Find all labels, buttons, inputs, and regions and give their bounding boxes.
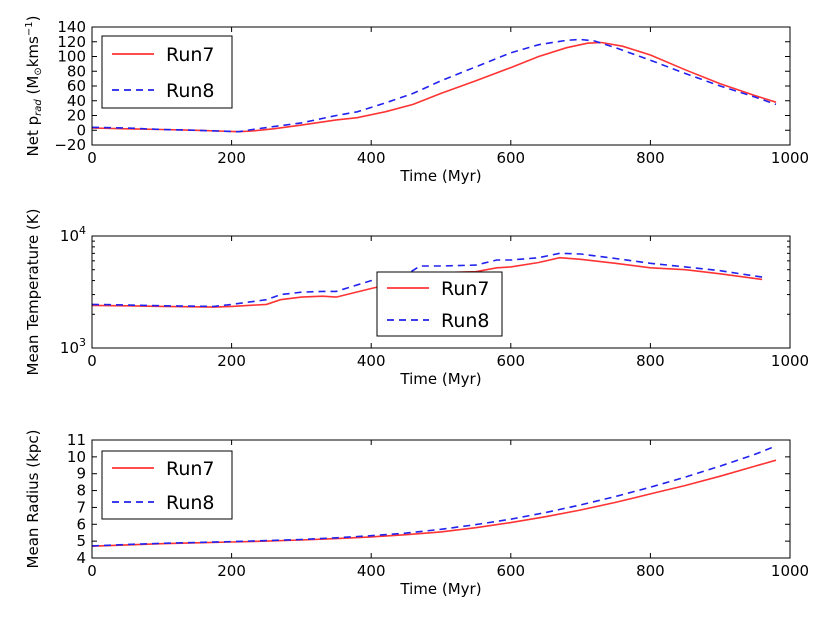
x-tick-label: 800	[636, 352, 665, 370]
legend: Run7 Run8	[101, 35, 233, 109]
y-tick-label: 10	[67, 448, 86, 466]
x-tick-label: 0	[87, 562, 97, 580]
y-tick-label: 5	[76, 532, 86, 550]
y-tick-label: 40	[67, 92, 86, 110]
x-tick-label: 0	[87, 149, 97, 167]
y-tick-label: 120	[57, 33, 86, 51]
y-tick-label: 11	[67, 431, 86, 449]
y-tick-label: 8	[76, 482, 86, 500]
x-axis-title: Time (Myr)	[399, 580, 481, 598]
legend-label-run8: Run8	[166, 492, 215, 514]
x-axis-title: Time (Myr)	[399, 370, 481, 388]
y-tick-label: 7	[76, 498, 86, 516]
x-tick-label: 600	[496, 149, 525, 167]
y-tick-label: 4	[76, 549, 86, 567]
y-tick-label: 104	[60, 224, 86, 245]
legend-box	[101, 35, 233, 109]
plot-frame	[91, 235, 791, 349]
x-axis: 0 200 400 600 800 1000 Time (Myr)	[87, 236, 809, 388]
y-axis-title: Mean Radius (kpc)	[24, 430, 42, 569]
x-tick-label: 600	[496, 352, 525, 370]
x-tick-label: 200	[217, 562, 246, 580]
y-axis-title: Mean Temperature (K)	[24, 209, 42, 376]
legend: Run7 Run8	[376, 271, 503, 337]
legend-label-run8: Run8	[166, 80, 215, 102]
plot-frame	[91, 439, 791, 559]
y-tick-label: 6	[76, 515, 86, 533]
solar-symbol-icon: ⊙	[33, 67, 44, 75]
x-tick-label: 0	[87, 352, 97, 370]
legend-box	[101, 450, 233, 520]
series-line-run8	[92, 445, 777, 547]
y-tick-label: 0	[76, 121, 86, 139]
x-axis: 0 200 400 600 800 1000 Time (Myr)	[87, 440, 809, 598]
legend-label-run8: Run8	[441, 310, 490, 332]
x-tick-label: 400	[357, 562, 386, 580]
x-tick-label: 400	[357, 149, 386, 167]
y-axis-title: Net prad (M⊙kms−1)	[24, 16, 44, 157]
x-tick-label: 800	[636, 149, 665, 167]
y-tick-label: 103	[60, 336, 86, 357]
panel-2: 0 200 400 600 800 1000 Time (Myr) 103 104 Mean Te…	[24, 209, 809, 388]
x-tick-label: 1000	[771, 149, 809, 167]
y-tick-label: −20	[54, 136, 86, 154]
series-group	[92, 38, 777, 133]
x-tick-label: 800	[636, 562, 665, 580]
legend-box	[376, 271, 503, 337]
x-tick-label: 400	[357, 352, 386, 370]
x-tick-label: 200	[217, 149, 246, 167]
series-line-run8	[92, 38, 777, 133]
series-line-run7	[92, 41, 777, 133]
x-tick-label: 1000	[771, 562, 809, 580]
legend: Run7 Run8	[101, 450, 233, 520]
y-axis: 103 104 Mean Temperature (K)	[24, 209, 790, 376]
x-tick-label: 600	[496, 562, 525, 580]
y-tick-label: 100	[57, 48, 86, 66]
series-group	[92, 445, 777, 547]
y-tick-label: 140	[57, 18, 86, 36]
series-line-run7	[92, 459, 777, 547]
legend-label-run7: Run7	[166, 44, 215, 66]
x-axis-title: Time (Myr)	[399, 167, 481, 185]
x-tick-label: 200	[217, 352, 246, 370]
y-tick-label: 20	[67, 107, 86, 125]
x-tick-label: 1000	[771, 352, 809, 370]
y-tick-label: 80	[67, 62, 86, 80]
y-tick-label: 60	[67, 77, 86, 95]
y-tick-label: 9	[76, 465, 86, 483]
legend-label-run7: Run7	[166, 458, 215, 480]
legend-label-run7: Run7	[441, 278, 490, 300]
series-line-run8	[92, 252, 763, 308]
x-axis: 0 200 400 600 800 1000 Time (Myr)	[87, 27, 809, 185]
